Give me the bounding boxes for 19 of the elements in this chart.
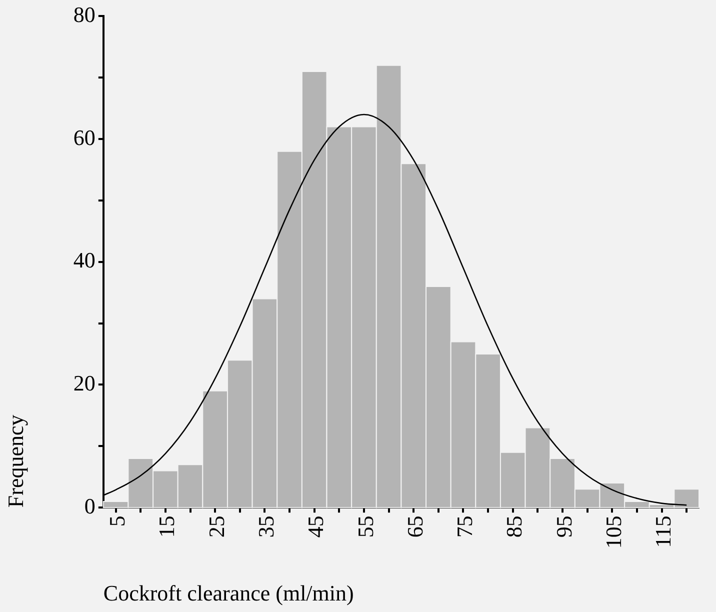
x-tick-label: 35 — [253, 516, 278, 538]
x-tick-label: 55 — [352, 516, 378, 538]
x-tick-label: 85 — [502, 516, 527, 538]
x-axis-title: Cockroft clearance (ml/min) — [103, 580, 354, 606]
y-tick-label: 60 — [73, 124, 96, 150]
y-tick-label: 80 — [73, 2, 96, 27]
x-tick-label: 15 — [154, 516, 180, 538]
y-tick-label: 40 — [73, 248, 96, 273]
x-tick-label: 115 — [650, 516, 676, 548]
y-tick-label: 0 — [84, 493, 96, 518]
x-tick-label: 105 — [600, 516, 626, 549]
x-tick-label: 25 — [204, 516, 229, 538]
x-tick-label: 75 — [452, 516, 478, 538]
x-tick-label: 5 — [104, 516, 130, 527]
x-tick-label: 95 — [551, 516, 576, 538]
x-tick-label: 45 — [303, 516, 328, 538]
x-tick-label: 65 — [402, 516, 428, 538]
y-axis-title: Frequency — [2, 414, 28, 508]
y-tick-label: 20 — [73, 370, 96, 396]
